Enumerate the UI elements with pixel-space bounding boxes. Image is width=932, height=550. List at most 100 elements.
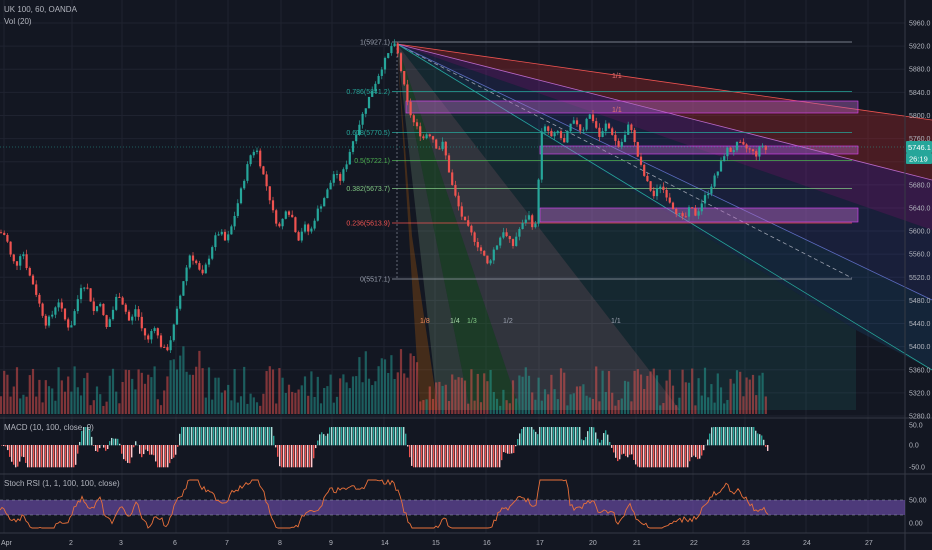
price-axis-ticks[interactable]: 5960.05920.05880.05840.05800.05760.05720… [909,21,931,421]
candle-body [659,186,662,189]
volume-bar [716,373,719,414]
volume-bar [495,398,499,414]
macd-bar [83,427,85,446]
macd-bar [551,427,553,446]
volume-bar [38,379,41,414]
macd-bar [333,427,335,446]
volume-bar [428,386,431,414]
macd-bar [275,445,277,448]
rsi-band [0,500,905,515]
macd-bar [9,445,11,457]
macd-bar [535,431,537,446]
volume-bar [31,368,35,414]
candle-body [367,96,371,109]
volume-bar [575,386,579,414]
volume-bar [607,371,611,414]
time-tick-label: 20 [589,540,597,547]
time-axis-ticks[interactable]: Apr 2 3 6 7 8 9 14 15 16 17 20 21 22 23 24 27 [1,540,873,547]
macd-bar [389,427,391,446]
volume-bar [233,369,236,414]
symbol-legend[interactable]: UK 100, 60, OANDA [4,5,77,14]
macd-bar [753,427,755,446]
macd-bar [197,427,199,446]
macd-bar [47,445,49,468]
macd-bar [511,445,513,454]
volume-bar [227,384,230,414]
volume-bar [719,387,723,414]
candle-body [508,236,511,240]
volume-bar [649,371,652,414]
candle-body [268,186,271,201]
price-tick-label: 5640.0 [909,205,931,212]
macd-bar [443,445,445,468]
candle-body [601,131,604,137]
volume-legend[interactable]: Vol (20) [4,17,32,26]
candle-body [569,123,572,132]
volume-bar [486,381,489,414]
volume-bar [191,374,195,414]
candle-body [44,315,47,326]
volume-bar [732,383,735,414]
macd-bar [249,427,251,446]
volume-bar [6,374,9,414]
macd-bar [711,427,713,446]
candle-body [73,311,76,326]
candle-body [339,174,342,181]
macd-bar [17,445,19,467]
candle-body [518,229,521,237]
candle-body [227,234,230,241]
candle-body [140,316,143,329]
volume-bar [630,401,633,414]
volume-bar [409,353,412,414]
fan-label: 1/2 [503,318,513,325]
fibonacci-retracement[interactable]: 1(5927.1) 0.786(5841.2) 0.618(5770.5) 0.5(5… [346,40,852,284]
candle-body [380,69,383,76]
volume-bar [47,386,51,414]
volume-bar [265,371,268,414]
macd-bar [489,445,491,468]
volume-bar [684,382,687,414]
macd-bar [117,438,119,446]
candle-body [486,255,489,264]
candle-body [329,182,332,190]
price-tick-label: 5280.0 [909,414,931,421]
macd-bar [281,445,283,468]
macd-bar [643,445,645,468]
macd-bar [545,427,547,446]
macd-bar [399,427,401,446]
macd-bar [387,427,389,446]
candle-body [121,297,124,305]
drawing-layer[interactable] [396,43,932,410]
candle-body [694,208,697,216]
volume-bar [105,401,108,414]
volume-bar [742,396,745,414]
volume-bar [406,377,409,414]
volume-bar [111,368,115,414]
candle-body [454,184,457,196]
volume-bar [188,374,191,414]
macd-legend[interactable]: MACD (10, 100, close, 9) [4,423,94,432]
candle-body [623,134,627,142]
candle-body [460,206,463,217]
macd-bar [747,427,749,446]
macd-bar [191,427,193,446]
volume-bar [710,384,713,414]
macd-bar [749,427,751,446]
macd-bar [51,445,53,468]
macd-bar [737,427,739,446]
macd-bar [91,436,93,446]
candle-body [102,303,105,316]
macd-bar [41,445,43,468]
volume-bar [579,386,582,414]
candle-body [239,188,243,204]
stoch-rsi-legend[interactable]: Stoch RSI (1, 1, 100, 100, close) [4,479,120,488]
macd-bar [263,427,265,446]
candle-body [86,287,89,289]
candle-body [31,275,35,285]
candle-body [543,126,547,132]
macd-bar [125,445,127,461]
macd-bar [167,445,169,468]
volume-bar [35,396,38,414]
volume-bar [348,388,351,414]
